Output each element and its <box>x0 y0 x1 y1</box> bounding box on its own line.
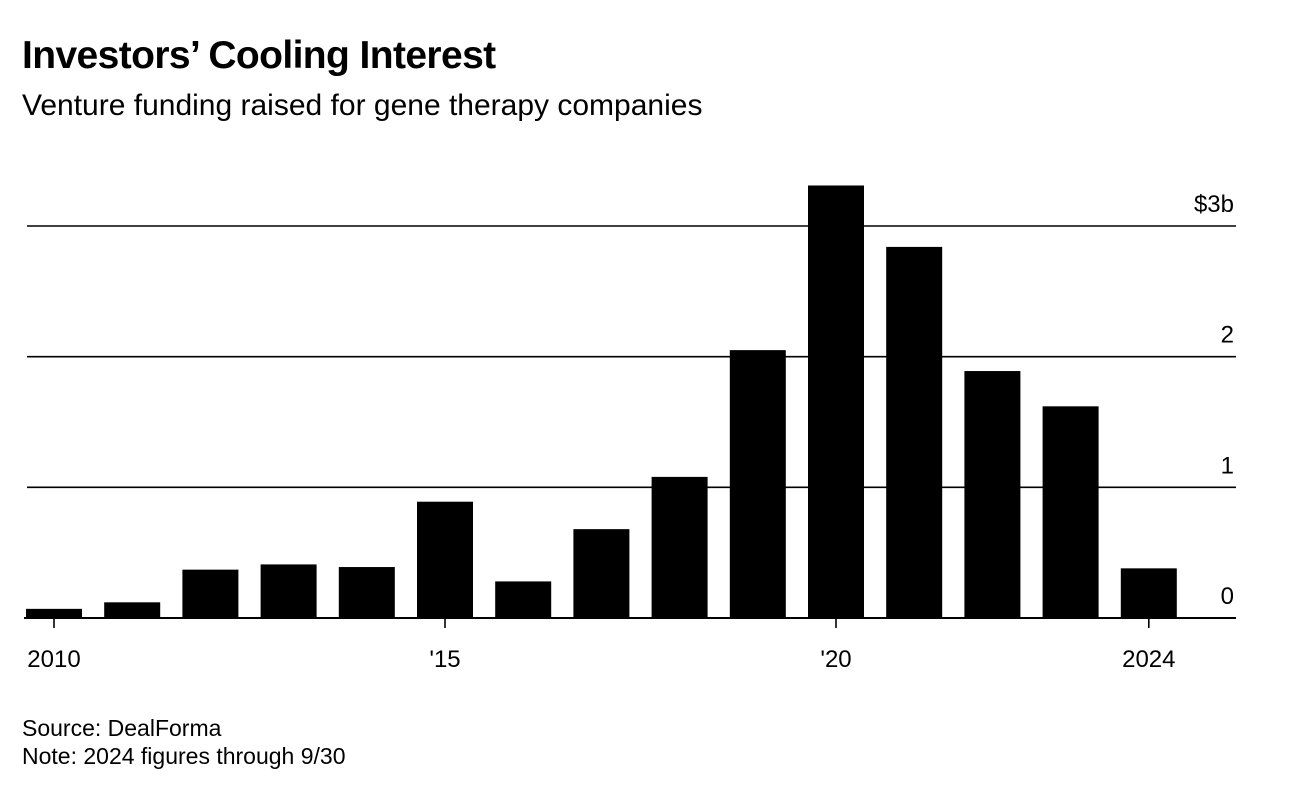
bar-2020 <box>808 185 864 618</box>
y-axis-labels: 0 1 2 $3b <box>1194 191 1234 610</box>
bar-2019 <box>729 350 786 618</box>
bar-2022 <box>964 371 1021 618</box>
x-tick-label: 2010 <box>27 646 80 673</box>
x-tick-label: '20 <box>820 646 851 673</box>
bars <box>26 185 1177 618</box>
bar-2021 <box>886 246 943 618</box>
bar-2016 <box>495 581 552 618</box>
gridlines <box>27 225 1236 489</box>
source-note: Source: DealForma <box>22 715 222 741</box>
bar-2014 <box>338 567 395 618</box>
bar-2013 <box>260 564 317 618</box>
x-tick-label: '15 <box>429 646 460 673</box>
y-tick-label: 2 <box>1221 322 1234 349</box>
chart-subtitle: Venture funding raised for gene therapy … <box>22 89 703 122</box>
x-tick-label: 2024 <box>1122 646 1175 673</box>
bar-2023 <box>1042 406 1099 618</box>
y-tick-label: $3b <box>1194 191 1234 218</box>
bar-2011 <box>104 602 161 618</box>
bar-2017 <box>573 529 630 618</box>
y-tick-label: 1 <box>1221 452 1234 479</box>
bar-2010 <box>26 608 82 618</box>
x-axis: 2010 '15 '20 2024 <box>27 618 1175 673</box>
bar-2024 <box>1120 568 1177 618</box>
bar-2018 <box>651 476 708 618</box>
bar-2012 <box>182 569 239 618</box>
footnote: Note: 2024 figures through 9/30 <box>22 743 346 769</box>
chart-title: Investors’ Cooling Interest <box>22 34 496 77</box>
bar-2015 <box>417 501 473 618</box>
y-tick-label: 0 <box>1221 583 1234 610</box>
